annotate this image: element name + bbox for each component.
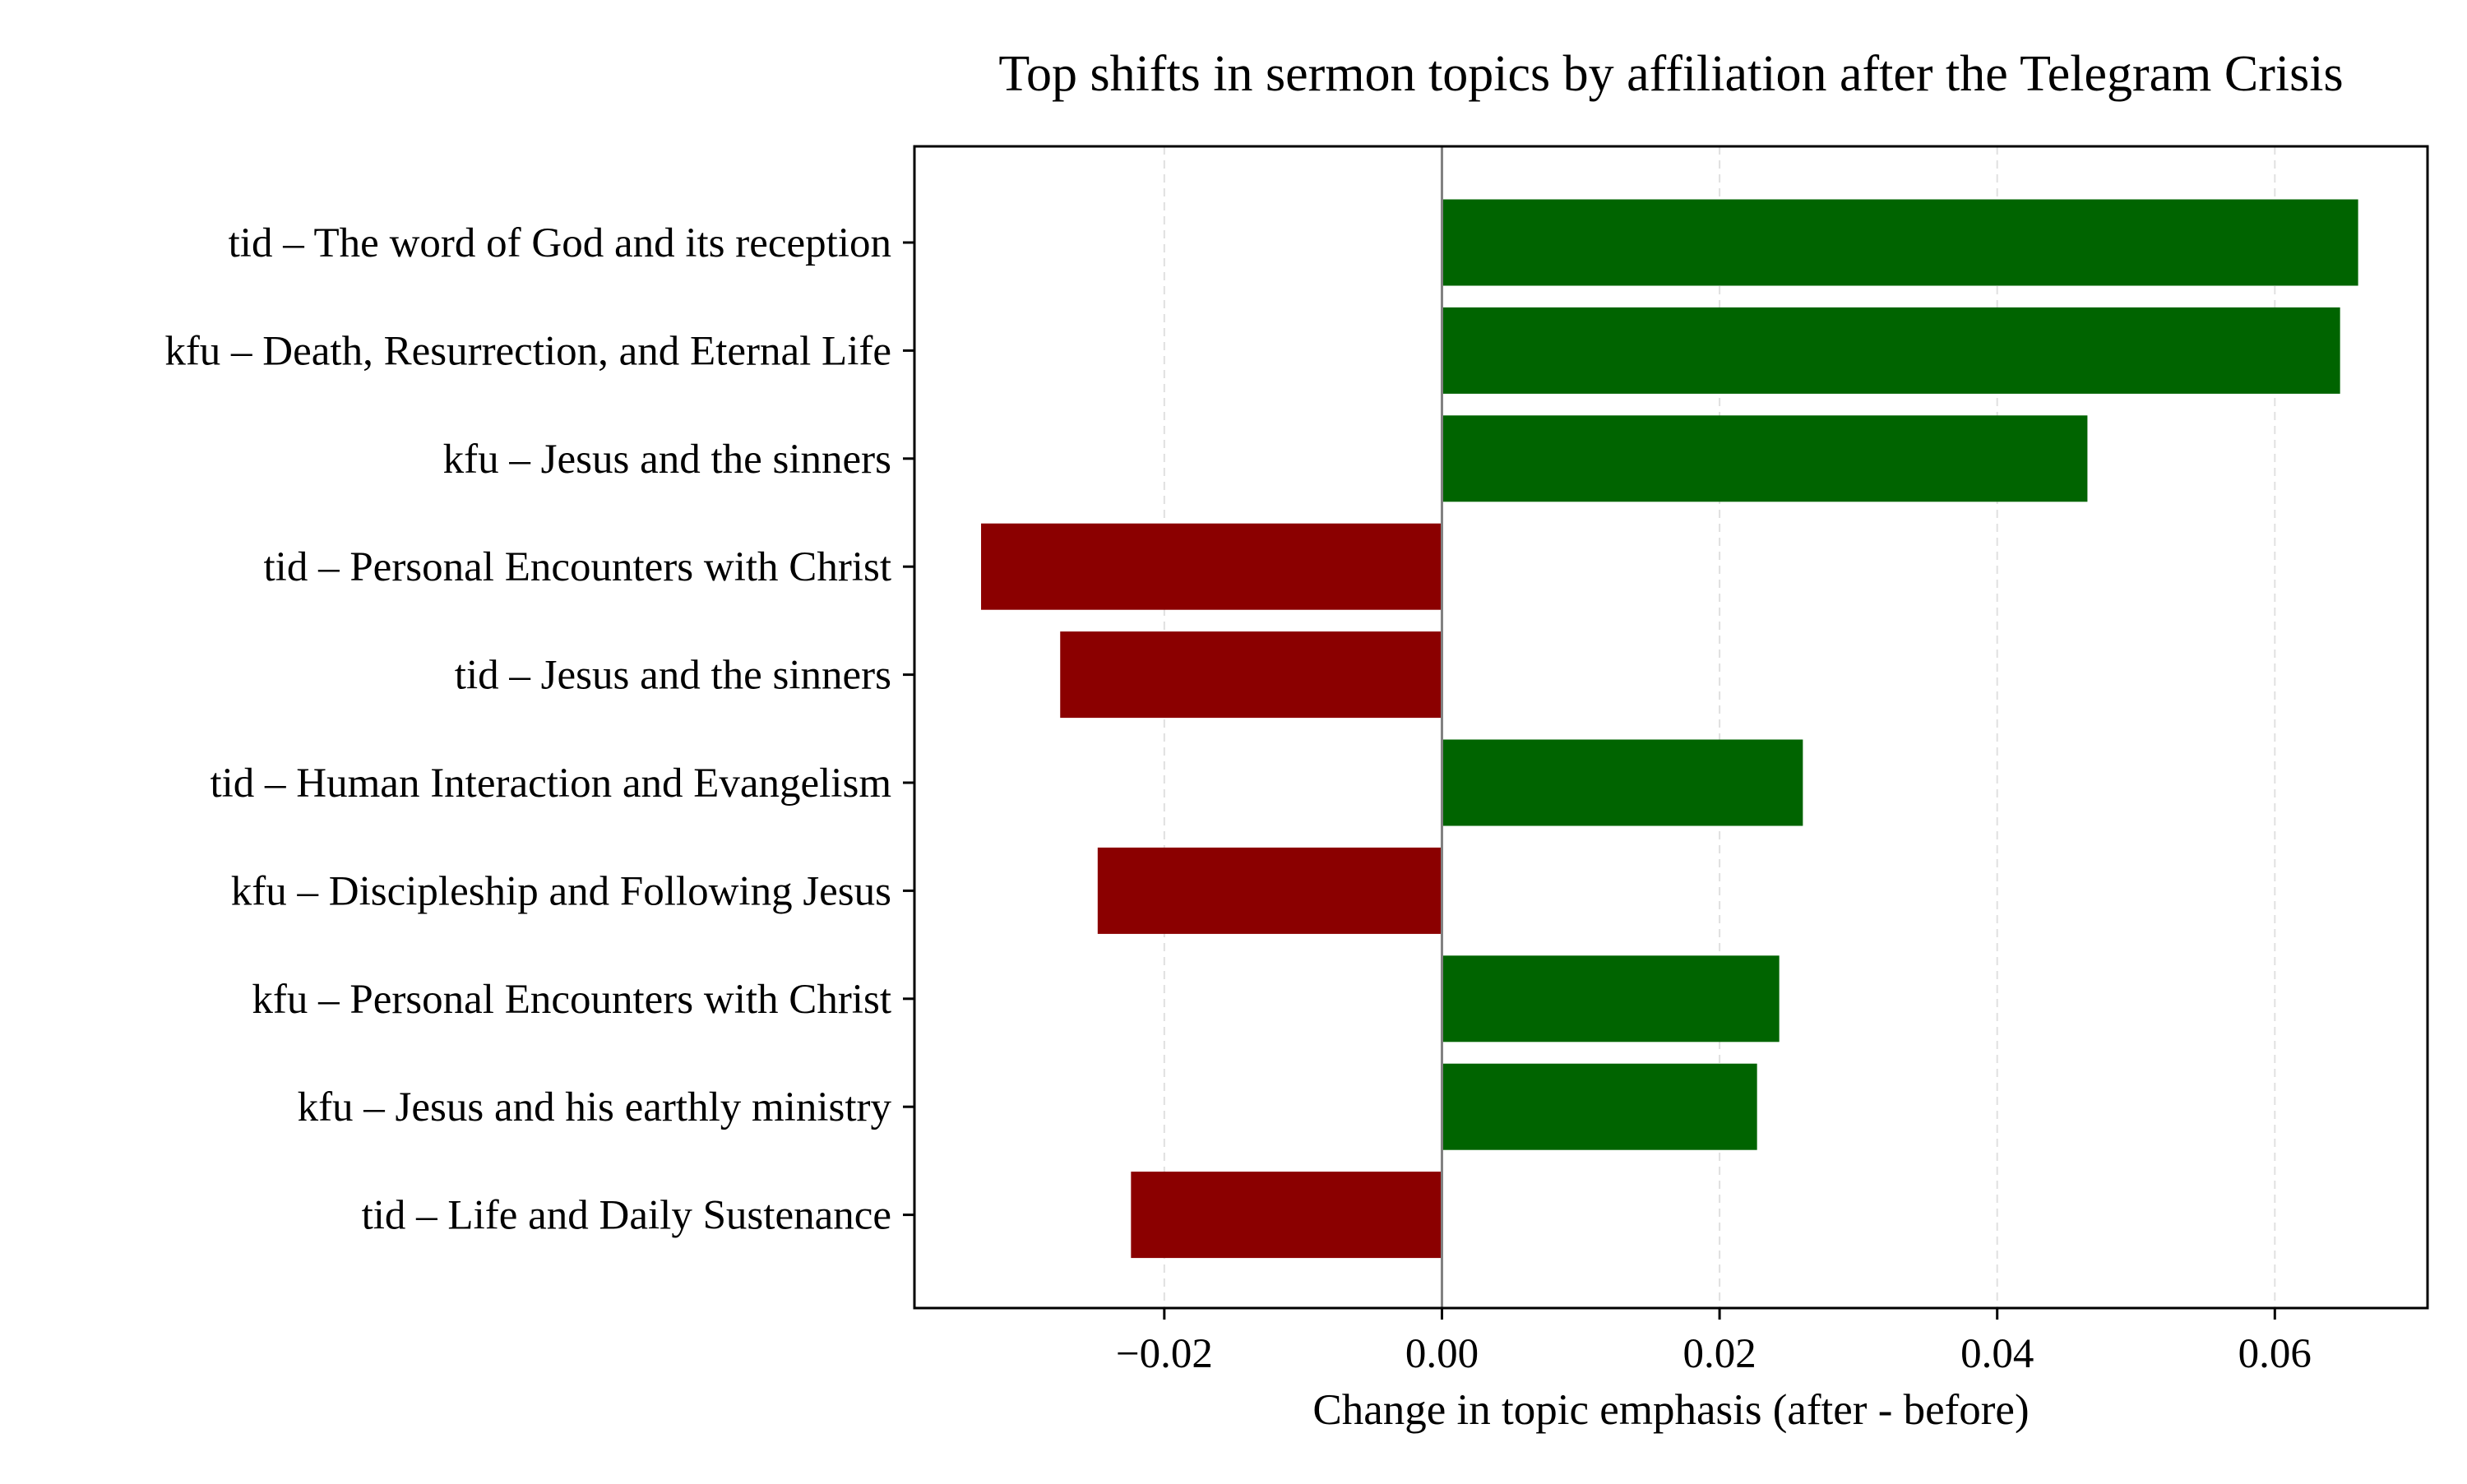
y-tick-label: tid – Life and Daily Sustenance	[362, 1193, 891, 1239]
y-tick-label: kfu – Personal Encounters with Christ	[252, 977, 891, 1023]
y-tick-label: tid – Jesus and the sinners	[455, 653, 891, 699]
bar-positive	[1442, 199, 2358, 286]
y-tick-label: tid – Personal Encounters with Christ	[263, 544, 891, 590]
x-tick-label: −0.02	[1116, 1331, 1213, 1377]
y-tick-label: tid – Human Interaction and Evangelism	[210, 760, 891, 807]
chart-title: Top shifts in sermon topics by affiliati…	[998, 46, 2343, 102]
y-tick-label: tid – The word of God and its reception	[229, 220, 891, 266]
x-tick-label: 0.02	[1682, 1331, 1756, 1377]
bar-positive	[1442, 415, 2088, 502]
bar-positive	[1442, 307, 2340, 394]
x-axis: −0.02 0.00 0.02 0.04 0.06	[1116, 1308, 2312, 1377]
y-tick-label: kfu – Discipleship and Following Jesus	[231, 868, 891, 914]
bar-negative	[1097, 847, 1442, 934]
bar-positive	[1442, 1063, 1757, 1150]
x-tick-label: 0.04	[1960, 1331, 2034, 1377]
x-tick-label: 0.00	[1405, 1331, 1479, 1377]
x-tick-label: 0.06	[2238, 1331, 2312, 1377]
bar-negative	[981, 523, 1442, 610]
bars-layer	[981, 199, 2358, 1259]
plot-frame	[913, 145, 2429, 1310]
y-tick-label: kfu – Jesus and his earthly ministry	[298, 1084, 892, 1130]
bar-positive	[1442, 955, 1780, 1042]
bar-negative	[1060, 631, 1442, 719]
bar-negative	[1131, 1172, 1442, 1259]
y-tick-label: kfu – Death, Resurrection, and Eternal L…	[164, 328, 891, 374]
bar-positive	[1442, 739, 1803, 826]
y-tick-label: kfu – Jesus and the sinners	[443, 437, 891, 483]
x-axis-label: Change in topic emphasis (after - before…	[1312, 1386, 2029, 1434]
y-axis: tid – The word of God and its reception k…	[164, 220, 914, 1239]
